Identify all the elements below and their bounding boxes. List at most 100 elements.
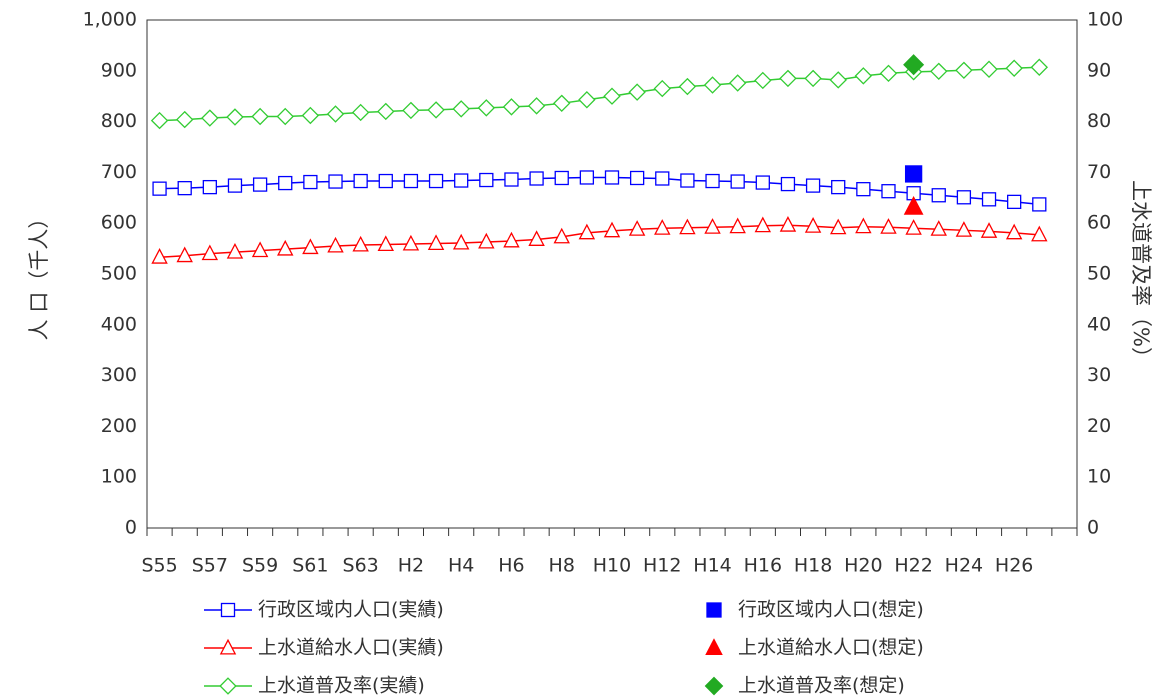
x-tick-label: H12 xyxy=(643,555,681,577)
data-point xyxy=(980,222,998,238)
data-point xyxy=(201,109,219,127)
data-point xyxy=(831,179,846,195)
y2-tick-label: 10 xyxy=(1087,466,1111,488)
data-point xyxy=(301,106,320,125)
data-point xyxy=(503,231,520,248)
data-point xyxy=(805,178,821,193)
data-point xyxy=(1030,58,1049,76)
x-tick-label: H6 xyxy=(498,555,524,577)
data-point xyxy=(527,97,546,115)
data-point xyxy=(930,220,947,236)
data-point xyxy=(502,98,521,116)
data-point xyxy=(452,233,470,250)
data-point xyxy=(903,195,924,215)
data-point xyxy=(277,239,294,256)
data-point xyxy=(628,83,646,101)
data-point xyxy=(251,107,269,126)
data-point xyxy=(1031,225,1048,242)
data-point xyxy=(1032,197,1047,212)
data-point xyxy=(956,190,972,205)
data-point xyxy=(529,171,544,186)
data-point xyxy=(1005,223,1023,240)
data-point xyxy=(603,87,621,105)
data-point xyxy=(328,174,343,189)
y2-tick-label: 100 xyxy=(1087,9,1123,31)
data-point xyxy=(478,232,495,249)
data-point xyxy=(628,220,646,236)
data-point xyxy=(351,103,370,122)
y-tick-label: 600 xyxy=(101,212,137,234)
data-point xyxy=(854,67,873,85)
data-point xyxy=(680,173,695,188)
y2-tick-label: 40 xyxy=(1087,313,1111,335)
data-point xyxy=(504,172,519,187)
legend-marker xyxy=(220,602,236,618)
data-point xyxy=(402,101,420,120)
data-point xyxy=(779,216,797,232)
x-tick-label: S61 xyxy=(292,555,328,577)
legend-marker xyxy=(219,677,237,695)
data-point xyxy=(880,218,897,234)
data-point xyxy=(754,71,772,90)
y2-tick-label: 80 xyxy=(1087,110,1111,132)
data-point xyxy=(881,184,896,199)
x-tick-label: H16 xyxy=(744,555,782,577)
data-point xyxy=(176,246,193,263)
x-tick-label: H22 xyxy=(894,555,932,577)
data-point xyxy=(227,178,243,193)
x-tick-label: H20 xyxy=(844,555,882,577)
data-point xyxy=(528,230,545,246)
legend-marker xyxy=(704,676,724,696)
data-point xyxy=(353,173,368,189)
data-point xyxy=(604,170,620,185)
data-point xyxy=(226,242,244,259)
y-tick-label: 800 xyxy=(101,110,137,132)
data-point xyxy=(679,218,696,235)
data-point xyxy=(678,77,697,96)
data-point xyxy=(955,221,973,237)
data-point xyxy=(152,181,167,196)
data-point xyxy=(251,241,269,258)
y-tick-label: 700 xyxy=(101,161,137,183)
x-tick-label: H26 xyxy=(995,555,1033,577)
data-point xyxy=(175,110,194,129)
y2-tick-label: 60 xyxy=(1087,212,1111,234)
data-point xyxy=(477,99,496,117)
data-point xyxy=(855,217,872,234)
legend-label: 上水道普及率(実績) xyxy=(258,675,425,697)
data-point xyxy=(754,216,772,233)
x-tick-label: H24 xyxy=(945,555,983,577)
data-point xyxy=(653,79,671,98)
y2-tick-label: 90 xyxy=(1087,59,1111,81)
data-point xyxy=(428,173,444,189)
data-point xyxy=(905,219,922,235)
x-tick-label: S63 xyxy=(343,555,379,577)
y-tick-label: 1,000 xyxy=(83,9,137,31)
y2-tick-label: 70 xyxy=(1087,161,1111,183)
data-point xyxy=(276,107,294,126)
data-point xyxy=(804,69,822,88)
legend-marker xyxy=(219,638,237,655)
data-point xyxy=(804,217,822,233)
data-point xyxy=(579,170,595,185)
data-point xyxy=(454,173,469,188)
x-tick-label: H8 xyxy=(549,555,575,577)
x-tick-label: H18 xyxy=(794,555,832,577)
data-point xyxy=(326,105,345,123)
y-tick-label: 400 xyxy=(101,313,137,335)
x-tick-label: S59 xyxy=(242,555,278,577)
y-tick-label: 200 xyxy=(101,415,137,437)
data-point xyxy=(879,64,898,83)
data-point xyxy=(654,219,671,235)
y-tick-label: 300 xyxy=(101,364,137,386)
data-point xyxy=(730,174,745,189)
data-point xyxy=(980,60,998,78)
legend-label: 行政区域内人口(実績) xyxy=(258,599,444,621)
data-point xyxy=(403,173,419,189)
data-point xyxy=(226,108,244,126)
data-point xyxy=(578,91,596,109)
y-tick-label: 500 xyxy=(101,263,137,285)
data-point xyxy=(252,177,268,192)
data-point xyxy=(479,172,494,188)
series-line xyxy=(159,66,1040,122)
